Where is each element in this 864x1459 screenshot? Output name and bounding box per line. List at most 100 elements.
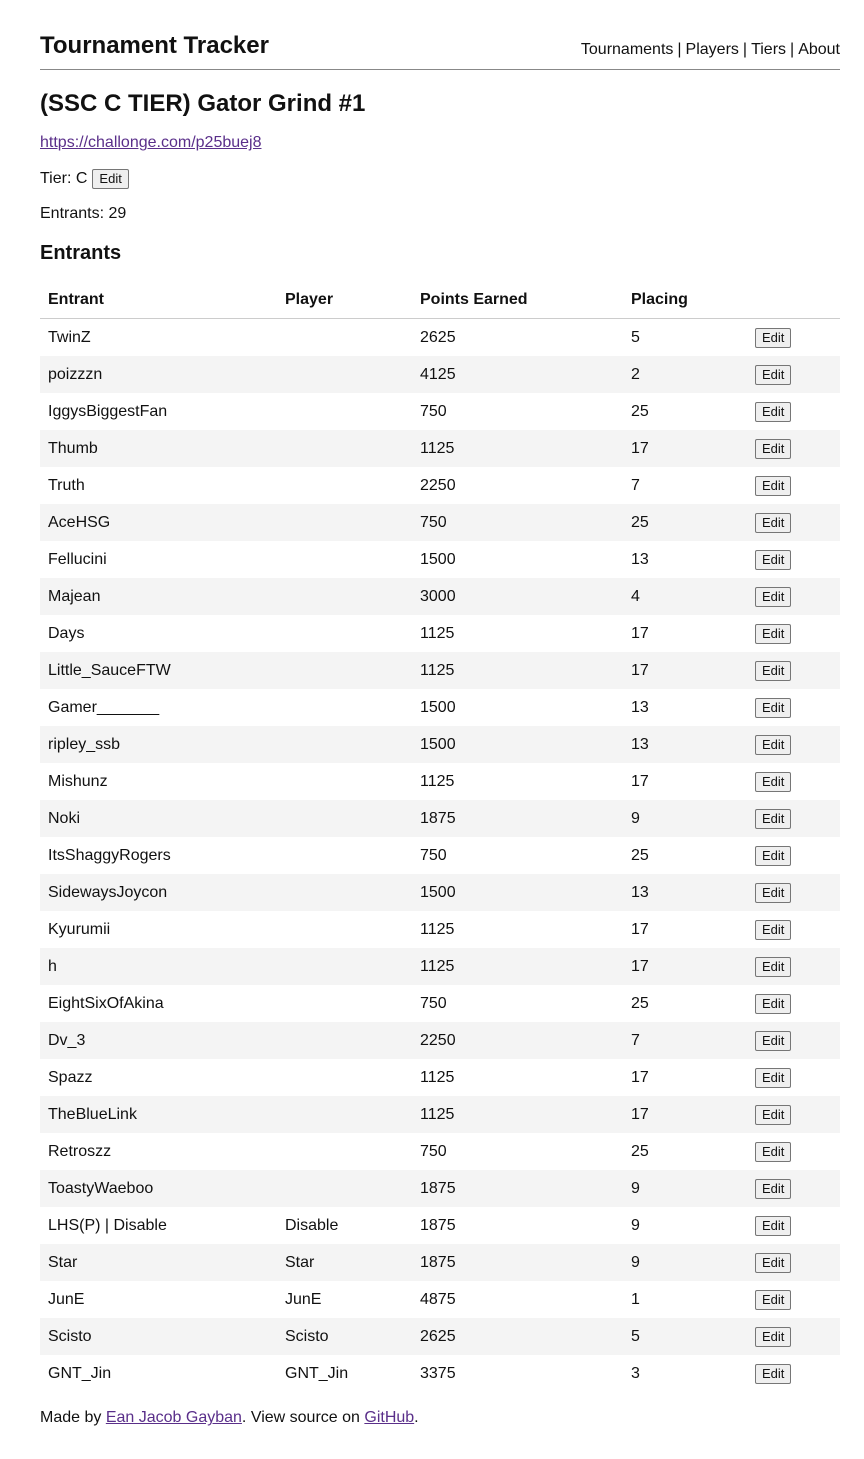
player-cell — [277, 948, 412, 985]
placing-cell: 13 — [631, 735, 649, 753]
edit-entrant-button[interactable]: Edit — [755, 1030, 792, 1051]
player-cell — [277, 726, 412, 763]
edit-tier-button[interactable]: Edit — [92, 169, 129, 190]
points-cell: 1125 — [420, 957, 455, 975]
placing-cell: 5 — [631, 328, 640, 346]
actions-cell: Edit — [747, 985, 840, 1022]
edit-entrant-button[interactable]: Edit — [755, 771, 792, 792]
entrant-cell: LHS(P) | Disable — [48, 1216, 167, 1234]
nav-link-players[interactable]: Players — [685, 41, 739, 58]
edit-entrant-button[interactable]: Edit — [755, 512, 792, 533]
points-cell: 1125 — [420, 624, 455, 642]
entrants-count-value: 29 — [108, 205, 127, 223]
edit-entrant-button[interactable]: Edit — [755, 1067, 792, 1088]
edit-entrant-button[interactable]: Edit — [755, 882, 792, 903]
edit-entrant-button[interactable]: Edit — [755, 1141, 792, 1162]
entrants-count-label: Entrants: — [40, 205, 105, 223]
nav-link-tiers[interactable]: Tiers — [751, 41, 787, 58]
placing-cell: 4 — [631, 587, 640, 605]
points-cell: 1500 — [420, 883, 456, 901]
placing-cell: 13 — [631, 550, 649, 568]
edit-entrant-button[interactable]: Edit — [755, 623, 792, 644]
edit-entrant-button[interactable]: Edit — [755, 808, 792, 829]
nav-link-tournaments[interactable]: Tournaments — [580, 41, 674, 58]
edit-entrant-button[interactable]: Edit — [755, 1252, 792, 1273]
edit-entrant-button[interactable]: Edit — [755, 1104, 792, 1125]
edit-entrant-button[interactable]: Edit — [755, 1326, 792, 1347]
player-cell — [277, 1022, 412, 1059]
placing-cell: 9 — [631, 1253, 640, 1271]
player-cell — [277, 652, 412, 689]
entrant-cell: Majean — [48, 587, 101, 605]
entrant-cell: h — [48, 957, 57, 975]
edit-entrant-button[interactable]: Edit — [755, 586, 792, 607]
edit-entrant-button[interactable]: Edit — [755, 364, 792, 385]
actions-cell: Edit — [747, 1022, 840, 1059]
points-cell: 750 — [420, 1142, 447, 1160]
placing-cell: 2 — [631, 365, 640, 383]
player-cell — [277, 1059, 412, 1096]
actions-cell: Edit — [747, 948, 840, 985]
table-row: Spazz 1125 17 Edit — [40, 1059, 840, 1096]
edit-entrant-button[interactable]: Edit — [755, 697, 792, 718]
edit-entrant-button[interactable]: Edit — [755, 475, 792, 496]
entrant-cell: ToastyWaeboo — [48, 1179, 154, 1197]
placing-cell: 17 — [631, 920, 649, 938]
actions-cell: Edit — [747, 1318, 840, 1355]
player-cell — [277, 763, 412, 800]
edit-entrant-button[interactable]: Edit — [755, 1289, 792, 1310]
player-cell — [277, 578, 412, 615]
challonge-link[interactable]: https://challonge.com/p25buej8 — [40, 134, 262, 152]
edit-entrant-button[interactable]: Edit — [755, 401, 792, 422]
edit-entrant-button[interactable]: Edit — [755, 919, 792, 940]
edit-entrant-button[interactable]: Edit — [755, 1178, 792, 1199]
placing-cell: 3 — [631, 1364, 640, 1382]
player-cell — [277, 1133, 412, 1170]
edit-entrant-button[interactable]: Edit — [755, 660, 792, 681]
actions-cell: Edit — [747, 1244, 840, 1281]
edit-entrant-button[interactable]: Edit — [755, 438, 792, 459]
player-cell — [277, 689, 412, 726]
points-cell: 1125 — [420, 920, 455, 938]
entrant-cell: SidewaysJoycon — [48, 883, 168, 901]
table-row: ToastyWaeboo 1875 9 Edit — [40, 1170, 840, 1208]
table-row: Gamer_______ 1500 13 Edit — [40, 689, 840, 726]
author-link[interactable]: Ean Jacob Gayban — [105, 1409, 242, 1427]
placing-cell: 9 — [631, 1216, 640, 1234]
edit-entrant-button[interactable]: Edit — [755, 956, 792, 977]
edit-entrant-button[interactable]: Edit — [755, 734, 792, 755]
placing-cell: 25 — [631, 513, 649, 531]
edit-entrant-button[interactable]: Edit — [755, 549, 792, 570]
edit-entrant-button[interactable]: Edit — [755, 1215, 792, 1236]
edit-entrant-button[interactable]: Edit — [755, 845, 792, 866]
player-cell: GNT_Jin — [285, 1364, 349, 1382]
github-link[interactable]: GitHub — [364, 1409, 415, 1427]
edit-entrant-button[interactable]: Edit — [755, 1363, 792, 1384]
actions-cell: Edit — [747, 467, 840, 504]
column-header-player: Player — [277, 282, 412, 320]
edit-entrant-button[interactable]: Edit — [755, 327, 792, 348]
top-nav: Tournaments | Players | Tiers | About — [581, 42, 840, 58]
tier-label: Tier: — [40, 170, 72, 188]
placing-cell: 17 — [631, 957, 649, 975]
points-cell: 1500 — [420, 735, 456, 753]
nav-link-about[interactable]: About — [798, 41, 840, 58]
table-row: ripley_ssb 1500 13 Edit — [40, 726, 840, 764]
entrant-cell: Spazz — [48, 1068, 93, 1086]
actions-cell: Edit — [747, 356, 840, 393]
placing-cell: 17 — [631, 1068, 649, 1086]
player-cell: JunE — [285, 1290, 322, 1308]
player-cell — [277, 1170, 412, 1207]
entrant-cell: EightSixOfAkina — [48, 994, 164, 1012]
actions-cell: Edit — [747, 1096, 840, 1133]
nav-separator: | — [677, 41, 682, 58]
entrant-cell: GNT_Jin — [48, 1364, 112, 1382]
table-row: Thumb 1125 17 Edit — [40, 430, 840, 468]
entrant-cell: Days — [48, 624, 85, 642]
column-header-actions — [747, 282, 840, 320]
entrant-cell: TheBlueLink — [48, 1105, 137, 1123]
entrant-cell: Gamer_______ — [48, 698, 160, 716]
edit-entrant-button[interactable]: Edit — [755, 993, 792, 1014]
points-cell: 3375 — [420, 1364, 456, 1382]
actions-cell: Edit — [747, 1170, 840, 1207]
